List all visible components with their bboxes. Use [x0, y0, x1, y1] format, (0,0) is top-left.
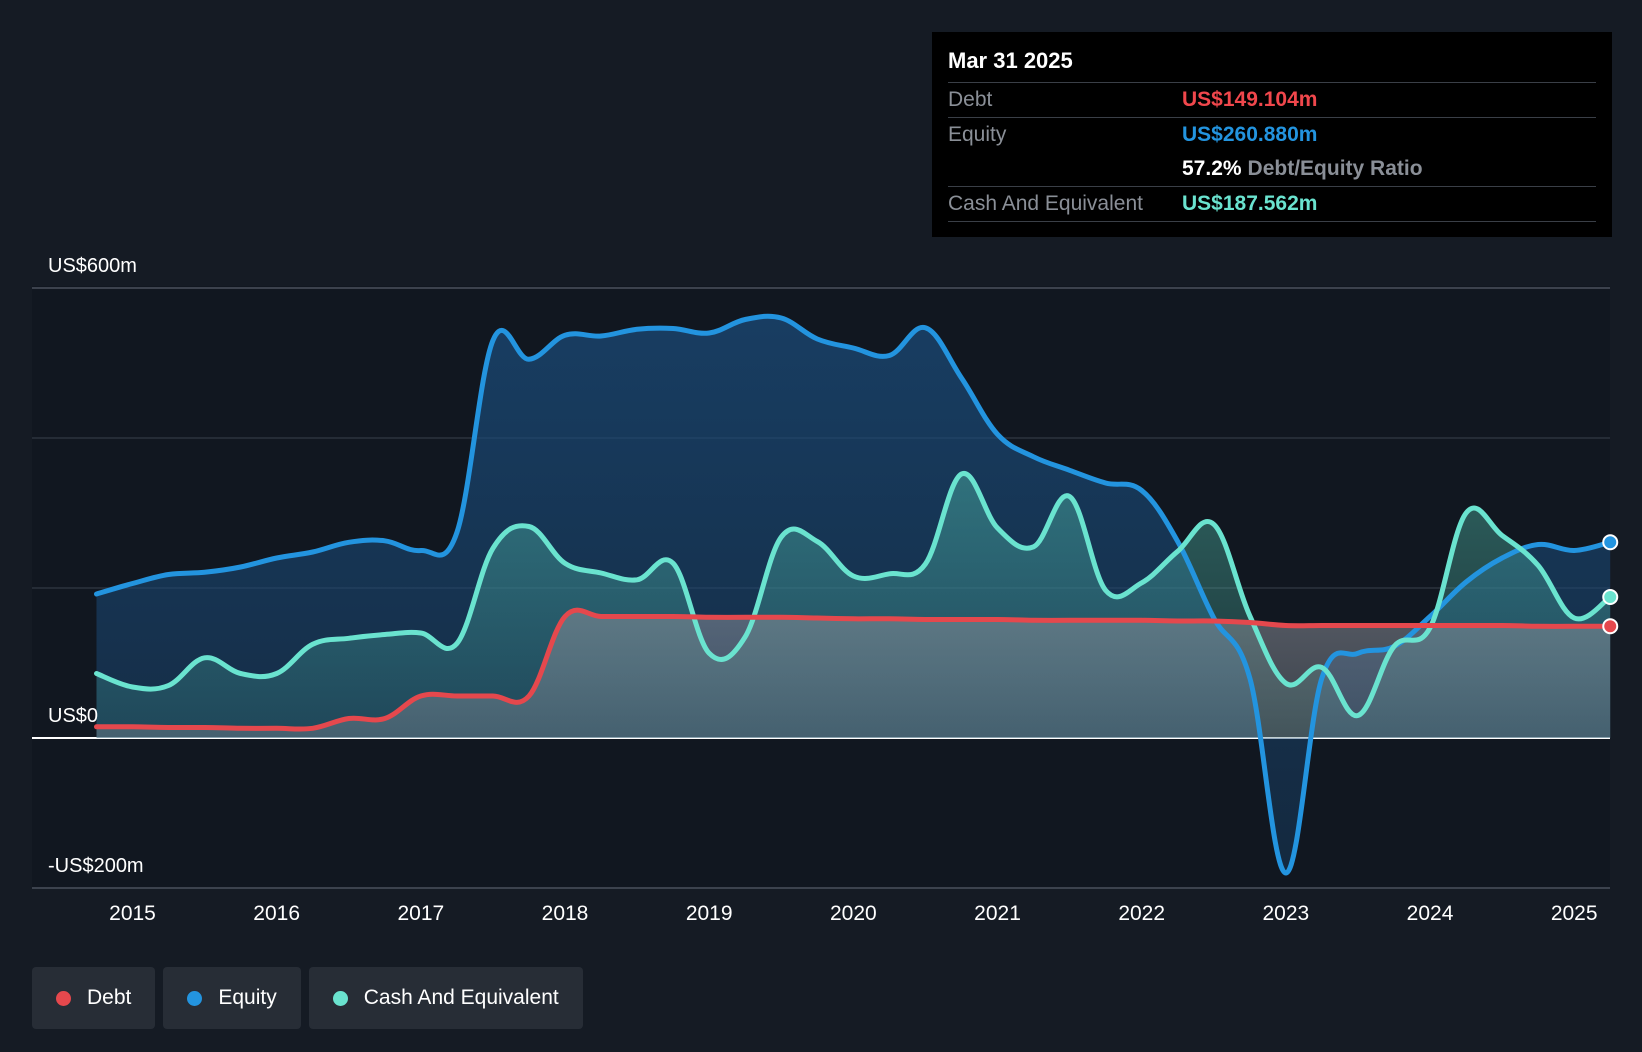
x-tick-label: 2024 — [1407, 902, 1454, 925]
tooltip-row-debt: Debt US$149.104m — [948, 82, 1596, 117]
debt-line — [94, 607, 1613, 732]
y-tick-label: US$0 — [48, 705, 98, 727]
x-tick-label: 2016 — [253, 902, 300, 925]
tooltip-cash-value: US$187.562m — [1182, 192, 1318, 215]
legend-label-cash: Cash And Equivalent — [363, 986, 559, 1009]
tooltip-date: Mar 31 2025 — [948, 48, 1073, 73]
x-tick-label: 2015 — [109, 902, 156, 925]
x-tick-label: 2017 — [397, 902, 444, 925]
equity-end-point — [1602, 534, 1619, 551]
debt-end-point — [1602, 618, 1619, 635]
tooltip-panel: Mar 31 2025 Debt US$149.104m Equity US$2… — [932, 32, 1612, 237]
legend-dot-cash — [332, 990, 348, 1006]
tooltip-debt-value: US$149.104m — [1182, 88, 1318, 111]
legend-item-cash[interactable]: Cash And Equivalent — [308, 967, 583, 1029]
x-tick-label: 2020 — [830, 902, 877, 925]
chart-legend: Debt Equity Cash And Equivalent — [32, 967, 583, 1029]
legend-dot-equity — [187, 990, 203, 1006]
tooltip-row-equity: Equity US$260.880m — [948, 117, 1596, 152]
tooltip-equity-value: US$260.880m — [1182, 123, 1318, 146]
cash-and-equivalent-line — [94, 471, 1613, 718]
legend-item-debt[interactable]: Debt — [32, 967, 156, 1029]
tooltip-row-cash: Cash And Equivalent US$187.562m — [948, 186, 1596, 222]
x-tick-label: 2025 — [1551, 902, 1598, 925]
x-tick-label: 2018 — [542, 902, 589, 925]
x-tick-label: 2019 — [686, 902, 733, 925]
tooltip-row-ratio: 57.2% Debt/Equity Ratio — [948, 152, 1596, 186]
legend-label-equity: Equity — [218, 986, 277, 1009]
legend-dot-debt — [56, 990, 71, 1006]
y-tick-label: US$600m — [48, 255, 137, 277]
x-tick-label: 2022 — [1118, 902, 1165, 925]
tooltip-ratio-percent: 57.2% — [1182, 157, 1242, 180]
tooltip-debt-label: Debt — [948, 88, 993, 111]
tooltip-ratio-label: Debt/Equity Ratio — [1247, 157, 1423, 180]
tooltip-cash-label: Cash And Equivalent — [948, 192, 1143, 215]
equity-line — [94, 313, 1613, 876]
x-tick-label: 2021 — [974, 902, 1021, 925]
legend-label-debt: Debt — [87, 986, 132, 1009]
tooltip-equity-label: Equity — [948, 123, 1007, 146]
legend-item-equity[interactable]: Equity — [163, 967, 301, 1029]
y-tick-label: -US$200m — [48, 855, 144, 877]
x-tick-label: 2023 — [1263, 902, 1310, 925]
cash-and-equivalent-end-point — [1602, 589, 1619, 605]
